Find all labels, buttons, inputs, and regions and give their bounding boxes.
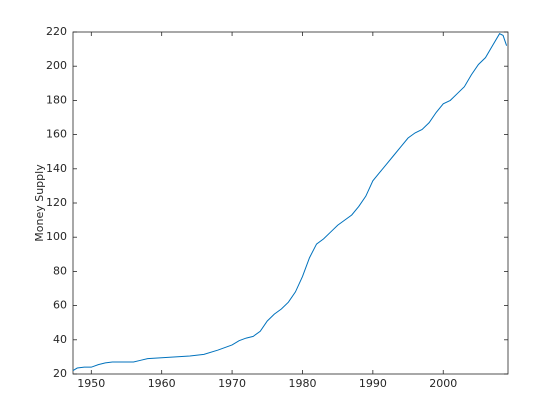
y-tick-label: 60 bbox=[53, 299, 67, 312]
y-tick-label: 180 bbox=[46, 93, 67, 106]
y-tick-label: 100 bbox=[46, 230, 67, 243]
y-tick-label: 220 bbox=[46, 25, 67, 38]
data-line bbox=[72, 33, 508, 372]
x-tick-label: 1950 bbox=[77, 377, 105, 390]
y-tick-label: 80 bbox=[53, 264, 67, 277]
y-tick-label: 20 bbox=[53, 367, 67, 380]
y-tick-label: 120 bbox=[46, 196, 67, 209]
x-tick-label: 1990 bbox=[359, 377, 387, 390]
x-tick-label: 2000 bbox=[429, 377, 457, 390]
y-tick-label: 140 bbox=[46, 162, 67, 175]
y-tick-label: 160 bbox=[46, 128, 67, 141]
y-tick-label: 40 bbox=[53, 333, 67, 346]
x-tick-label: 1980 bbox=[288, 377, 316, 390]
y-axis-label: Money Supply bbox=[33, 164, 46, 242]
y-tick-label: 200 bbox=[46, 59, 67, 72]
x-tick-label: 1960 bbox=[148, 377, 176, 390]
x-tick-label: 1970 bbox=[218, 377, 246, 390]
